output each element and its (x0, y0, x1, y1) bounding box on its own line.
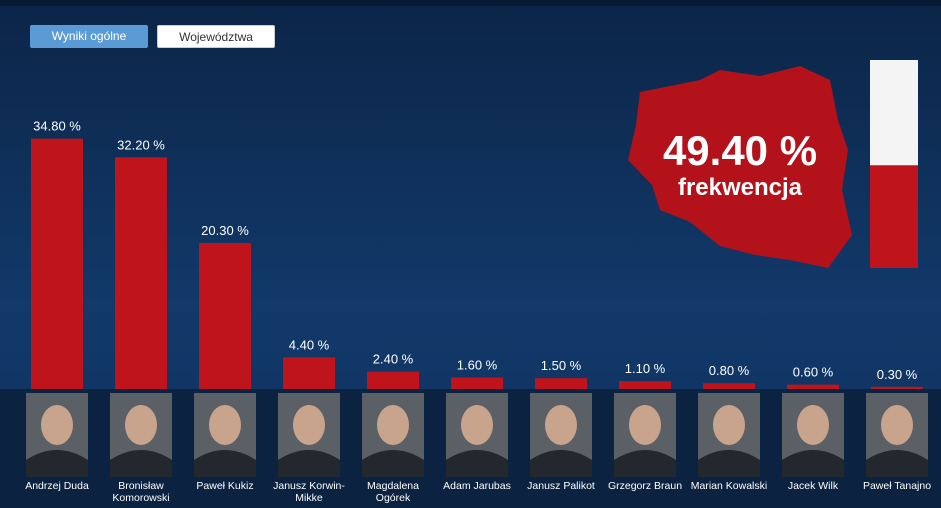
bar (199, 242, 251, 389)
photo-suit (782, 450, 844, 477)
value-label: 32.20 % (117, 137, 165, 152)
value-label: 0.80 % (709, 363, 750, 378)
value-label: 0.30 % (877, 367, 918, 382)
bar (115, 157, 167, 389)
value-label: 34.80 % (33, 119, 81, 134)
photo-suit (614, 450, 676, 477)
photo-suit (698, 450, 760, 477)
top-strip (0, 0, 941, 6)
candidate-name: Janusz Korwin-Mikke (273, 480, 345, 504)
bar (703, 383, 755, 389)
poland-shape (628, 66, 852, 268)
value-label: 20.30 % (201, 223, 249, 238)
photo-face (797, 405, 829, 445)
candidate-name: Bronisław Komorowski (112, 480, 170, 504)
candidate-name: Jacek Wilk (787, 480, 839, 492)
photo-suit (446, 450, 508, 477)
value-label: 0.60 % (793, 365, 834, 380)
photo-face (713, 405, 745, 445)
bar (451, 377, 503, 389)
tab-button[interactable]: Wyniki ogólne (30, 25, 148, 48)
turnout-bar (870, 165, 918, 268)
value-label: 1.50 % (541, 358, 582, 373)
photo-face (461, 405, 493, 445)
candidate-name: Paweł Kukiz (196, 480, 254, 492)
photo-face (545, 405, 577, 445)
photo-face (293, 405, 325, 445)
photo-suit (866, 450, 928, 477)
photo-face (629, 405, 661, 445)
candidate-name: Paweł Tanajno (862, 480, 932, 492)
turnout-value: 49.40 % (663, 127, 817, 174)
bar (283, 357, 335, 389)
photo-face (881, 405, 913, 445)
candidate-name: Grzegorz Braun (607, 480, 683, 492)
bar (871, 386, 923, 389)
bar (787, 384, 839, 389)
candidate-name: Andrzej Duda (25, 480, 89, 492)
value-label: 1.10 % (625, 361, 666, 376)
photo-face (377, 405, 409, 445)
value-label: 4.40 % (289, 337, 330, 352)
photo-suit (194, 450, 256, 477)
photo-suit (278, 450, 340, 477)
candidate-name: Magdalena Ogórek (367, 480, 419, 504)
value-label: 1.60 % (457, 357, 498, 372)
candidate-name: Marian Kowalski (690, 480, 768, 492)
value-label: 2.40 % (373, 352, 414, 367)
photo-face (209, 405, 241, 445)
photo-suit (530, 450, 592, 477)
photo-face (41, 405, 73, 445)
bar (535, 378, 587, 389)
candidate-name: Adam Jarubas (443, 480, 511, 492)
turnout-label: frekwencja (678, 174, 803, 201)
photo-suit (110, 450, 172, 477)
photo-suit (362, 450, 424, 477)
photo-suit (26, 450, 88, 477)
bar (367, 371, 419, 389)
bar (31, 138, 83, 389)
bar (619, 381, 671, 389)
tab-button[interactable]: Województwa (157, 25, 275, 48)
candidate-name: Janusz Palikot (527, 480, 595, 492)
photo-face (125, 405, 157, 445)
